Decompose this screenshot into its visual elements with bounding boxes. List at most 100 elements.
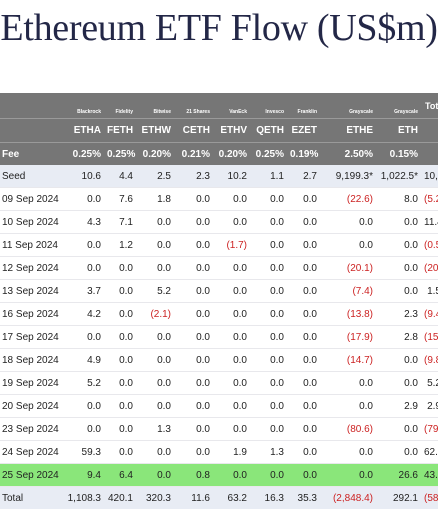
flow-cell: 59.3 <box>60 440 105 464</box>
flow-cell: 0.0 <box>105 348 137 372</box>
flow-cell: 1.1 <box>251 165 288 188</box>
etf-flow-table: Blackrock Fidelity Bitwise 21 Shares VanEck I… <box>0 93 438 509</box>
flow-cell: 0.0 <box>137 463 175 487</box>
table-row: 17 Sep 2024 0.0 0.0 0.0 0.0 0.0 0.0 0.0 (17.9) 2.… <box>0 325 438 349</box>
flow-cell: 0.0 <box>288 394 321 418</box>
flow-cell: 4.4 <box>105 165 137 188</box>
totals-cell: 420.1 <box>105 486 137 509</box>
ticker-header-cell: ETHA <box>60 118 105 143</box>
flow-cell: 0.0 <box>288 302 321 326</box>
fee-row: Fee 0.25% 0.25% 0.20% 0.21% 0.20% 0.25% 0.19% 2.… <box>0 142 438 165</box>
flow-cell: 0.0 <box>377 417 422 441</box>
flow-cell: 0.0 <box>214 279 251 303</box>
fee-cell: 0.19% <box>288 142 321 165</box>
flow-cell: 0.0 <box>175 302 214 326</box>
flow-cell: 0.0 <box>251 256 288 280</box>
flow-cell: 0.0 <box>288 210 321 234</box>
flow-cell: 0.0 <box>251 279 288 303</box>
row-total-cell: 43.2 <box>422 463 438 487</box>
totals-cell: 1,108.3 <box>60 486 105 509</box>
flow-cell: (14.7) <box>321 348 377 372</box>
flow-cell: 0.0 <box>251 417 288 441</box>
flow-cell: 0.0 <box>214 210 251 234</box>
date-cell: 17 Sep 2024 <box>0 325 60 349</box>
flow-cell: 0.0 <box>251 233 288 257</box>
flow-cell: 5.2 <box>60 371 105 395</box>
fee-cell: 0.25% <box>105 142 137 165</box>
ticker-header-cell: ETH <box>377 118 422 143</box>
issuer-header-cell: 21 Shares <box>175 93 214 119</box>
totals-row: Total 1,108.3 420.1 320.3 11.6 63.2 16.3 35.3 (2… <box>0 486 438 509</box>
flow-cell: 0.0 <box>60 417 105 441</box>
row-total-cell: 5.2 <box>422 371 438 395</box>
flow-cell: (13.8) <box>321 302 377 326</box>
flow-cell: 0.0 <box>60 187 105 211</box>
row-total-cell: 1.5 <box>422 279 438 303</box>
ticker-header-cell: ETHW <box>137 118 175 143</box>
ticker-header-cell: ETHV <box>214 118 251 143</box>
ticker-header-cell: ETHE <box>321 118 377 143</box>
table-row: 13 Sep 2024 3.7 0.0 5.2 0.0 0.0 0.0 0.0 (7.4) 0.0… <box>0 279 438 303</box>
flow-cell: 0.0 <box>105 440 137 464</box>
flow-cell: 0.0 <box>137 348 175 372</box>
table-row: 24 Sep 2024 59.3 0.0 0.0 0.0 1.9 1.3 0.0 0.0 0.0 6… <box>0 440 438 464</box>
totals-cell: 63.2 <box>214 486 251 509</box>
flow-cell: 0.0 <box>377 210 422 234</box>
date-cell: 20 Sep 2024 <box>0 394 60 418</box>
flow-cell: 0.0 <box>214 371 251 395</box>
flow-cell: 0.8 <box>175 463 214 487</box>
flow-cell: 0.0 <box>288 325 321 349</box>
table-row: 11 Sep 2024 0.0 1.2 0.0 0.0 (1.7) 0.0 0.0 0.0 0.0… <box>0 233 438 257</box>
ticker-header-cell: EZET <box>288 118 321 143</box>
flow-cell: 4.9 <box>60 348 105 372</box>
flow-cell: 0.0 <box>251 371 288 395</box>
row-total-cell: (0.5 <box>422 233 438 257</box>
flow-cell: 4.3 <box>60 210 105 234</box>
flow-cell: 0.0 <box>288 187 321 211</box>
fee-cell: 0.20% <box>214 142 251 165</box>
flow-cell: 0.0 <box>288 371 321 395</box>
flow-cell: 1.3 <box>137 417 175 441</box>
flow-cell: 1.9 <box>214 440 251 464</box>
flow-cell: (20.1) <box>321 256 377 280</box>
issuer-header-cell: Franklin <box>288 93 321 119</box>
table-row: 23 Sep 2024 0.0 0.0 1.3 0.0 0.0 0.0 0.0 (80.6) 0.… <box>0 417 438 441</box>
flow-cell: 0.0 <box>251 394 288 418</box>
flow-cell: (17.9) <box>321 325 377 349</box>
flow-cell: 0.0 <box>288 463 321 487</box>
fee-cell: 0.20% <box>137 142 175 165</box>
date-cell: 18 Sep 2024 <box>0 348 60 372</box>
row-total-cell: 62.5 <box>422 440 438 464</box>
flow-cell: 0.0 <box>175 417 214 441</box>
flow-cell: 0.0 <box>288 440 321 464</box>
flow-cell: 5.2 <box>137 279 175 303</box>
flow-cell: 0.0 <box>377 256 422 280</box>
totals-cell: 16.3 <box>251 486 288 509</box>
table-row: 18 Sep 2024 4.9 0.0 0.0 0.0 0.0 0.0 0.0 (14.7) 0.… <box>0 348 438 372</box>
flow-cell: 0.0 <box>214 463 251 487</box>
flow-cell: 0.0 <box>60 394 105 418</box>
flow-cell: 0.0 <box>377 279 422 303</box>
issuer-header-cell: Invesco <box>251 93 288 119</box>
flow-cell: 0.0 <box>175 394 214 418</box>
date-cell: 09 Sep 2024 <box>0 187 60 211</box>
flow-cell: 2.3 <box>175 165 214 188</box>
flow-cell: 0.0 <box>137 371 175 395</box>
flow-cell: 0.0 <box>60 233 105 257</box>
flow-cell: 1.2 <box>105 233 137 257</box>
flow-cell: 2.3 <box>377 302 422 326</box>
date-cell: 11 Sep 2024 <box>0 233 60 257</box>
totals-cell: (2,848.4) <box>321 486 377 509</box>
fee-cell: 2.50% <box>321 142 377 165</box>
flow-cell: 9,199.3* <box>321 165 377 188</box>
table-row: 25 Sep 2024 9.4 6.4 0.0 0.8 0.0 0.0 0.0 0.0 26.6 4… <box>0 463 438 487</box>
flow-cell: 2.8 <box>377 325 422 349</box>
flow-cell: 0.0 <box>175 210 214 234</box>
flow-cell: 4.2 <box>60 302 105 326</box>
flow-cell: (22.6) <box>321 187 377 211</box>
flow-cell: 0.0 <box>105 371 137 395</box>
flow-cell: 0.0 <box>137 440 175 464</box>
flow-cell: 0.0 <box>321 394 377 418</box>
flow-cell: 0.0 <box>175 256 214 280</box>
flow-cell: 0.0 <box>214 302 251 326</box>
